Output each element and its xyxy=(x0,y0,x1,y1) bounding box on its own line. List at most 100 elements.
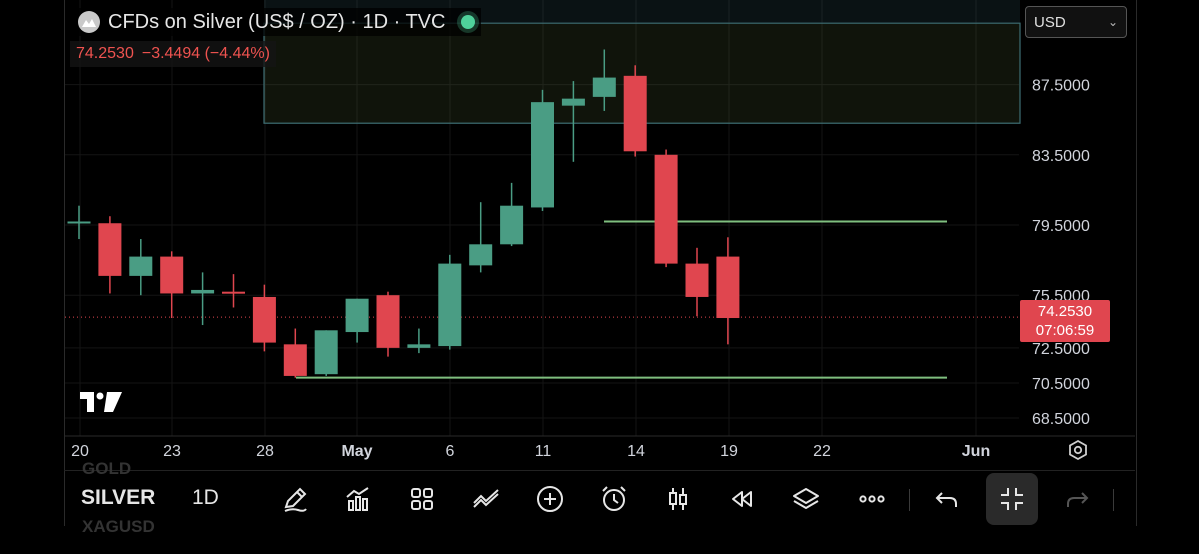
candles-icon xyxy=(669,488,687,510)
currency-label: USD xyxy=(1034,13,1066,31)
toolbar-divider xyxy=(1113,489,1114,511)
candle xyxy=(407,328,431,354)
candle-body xyxy=(654,154,678,264)
candle-body xyxy=(685,263,709,297)
candle xyxy=(438,254,462,350)
currency-select[interactable]: USD ⌄ xyxy=(1025,6,1127,38)
candle-countdown: 07:06:59 xyxy=(1035,322,1095,339)
tradingview-logo-icon xyxy=(80,392,122,412)
price-tick-label: 87.5000 xyxy=(1032,78,1090,95)
candle-body xyxy=(376,295,400,348)
price-tick-label: 70.5000 xyxy=(1032,376,1090,393)
silver-logo-icon xyxy=(78,11,100,33)
time-tick-label: 6 xyxy=(446,443,455,460)
redo-button[interactable] xyxy=(1053,475,1101,523)
rewind-icon xyxy=(732,491,752,507)
candle xyxy=(283,328,307,378)
time-tick-label: 22 xyxy=(813,443,831,460)
market-open-icon xyxy=(461,15,476,29)
candle xyxy=(376,291,400,357)
alarm-icon xyxy=(602,486,626,511)
price-axis: 87.500083.500079.500075.500072.500070.50… xyxy=(1032,78,1090,428)
add-button[interactable] xyxy=(526,475,574,523)
time-tick-label: May xyxy=(341,443,372,460)
more-button[interactable] xyxy=(848,475,896,523)
chart-frame xyxy=(64,0,1137,526)
candle xyxy=(592,49,616,111)
compare-button[interactable] xyxy=(462,475,510,523)
legend-change: −3.4494 (−4.44%) xyxy=(141,45,270,62)
symbol-legend[interactable]: CFDs on Silver (US$ / OZ) · 1D · TVC xyxy=(72,8,482,36)
candle-body xyxy=(314,330,338,375)
time-tick-label: 14 xyxy=(627,443,645,460)
candle xyxy=(160,251,184,319)
candle-body xyxy=(716,256,740,319)
compress-icon xyxy=(1001,488,1023,510)
undo-button[interactable] xyxy=(923,475,971,523)
candle-body xyxy=(531,102,554,208)
price-tick-label: 83.5000 xyxy=(1032,148,1090,165)
chart-grid xyxy=(65,0,1019,436)
candle xyxy=(98,216,122,294)
candle-body xyxy=(623,75,647,152)
candle xyxy=(623,65,647,157)
candles xyxy=(67,49,740,378)
object-tree-button[interactable] xyxy=(782,475,830,523)
bottom-toolbar: GOLD XAGUSD SILVER 1D xyxy=(64,459,1135,536)
legend-values: 74.2530 −3.4494 (−4.44%) xyxy=(70,41,276,67)
time-tick-label: 28 xyxy=(256,443,274,460)
candle-body xyxy=(98,223,122,276)
replay-button[interactable] xyxy=(718,475,766,523)
redo-icon xyxy=(1067,492,1089,507)
time-tick-label: Jun xyxy=(962,443,990,460)
time-tick-label: 23 xyxy=(163,443,181,460)
compare-icon xyxy=(473,489,499,508)
time-tick-label: 20 xyxy=(71,443,89,460)
candle-body xyxy=(469,244,493,266)
price-chart[interactable]: 87.500083.500079.500075.500072.500070.50… xyxy=(0,0,1199,470)
candle xyxy=(314,330,338,376)
candle-body xyxy=(407,344,431,348)
symbol-button[interactable]: SILVER xyxy=(81,486,156,509)
candle-body xyxy=(252,296,276,343)
candle xyxy=(531,89,554,211)
alert-button[interactable] xyxy=(590,475,638,523)
candle xyxy=(252,284,276,352)
legend-last-price: 74.2530 xyxy=(76,45,134,62)
candle xyxy=(191,272,215,326)
chart-type-button[interactable] xyxy=(654,475,702,523)
candle xyxy=(222,274,245,308)
candle-body xyxy=(222,291,245,294)
candle xyxy=(716,237,740,345)
candle xyxy=(469,202,493,273)
candle-body xyxy=(438,263,462,347)
price-tick-label: 68.5000 xyxy=(1032,411,1090,428)
layers-icon xyxy=(793,488,819,509)
fullscreen-exit-button[interactable] xyxy=(986,473,1038,525)
candle xyxy=(500,182,524,247)
layout-grid-icon xyxy=(411,488,433,510)
candle xyxy=(67,205,91,240)
price-tick-label: 72.5000 xyxy=(1032,341,1090,358)
candle xyxy=(345,298,369,343)
candle xyxy=(654,149,678,268)
candle-body xyxy=(561,98,585,106)
indicators-button[interactable] xyxy=(334,475,382,523)
timeframe-button[interactable]: 1D xyxy=(192,486,219,509)
candle xyxy=(561,81,585,162)
candle-body xyxy=(500,205,524,245)
chevron-down-icon: ⌄ xyxy=(1107,15,1118,29)
current-price-value: 74.2530 xyxy=(1037,303,1093,320)
indicators-icon xyxy=(346,487,369,511)
add-circle-icon xyxy=(537,486,563,512)
settings-icon[interactable] xyxy=(1069,439,1087,461)
candle-body xyxy=(160,256,184,294)
drawing-tool-button[interactable] xyxy=(271,475,319,523)
legend-title: CFDs on Silver (US$ / OZ) · 1D · TVC xyxy=(108,10,446,33)
candle-body xyxy=(191,289,215,294)
layout-button[interactable] xyxy=(398,475,446,523)
pencil-icon xyxy=(284,487,307,512)
candle-body xyxy=(592,77,616,97)
current-price-label: 74.2530 07:06:59 xyxy=(1020,300,1110,342)
candle-body xyxy=(67,221,91,224)
